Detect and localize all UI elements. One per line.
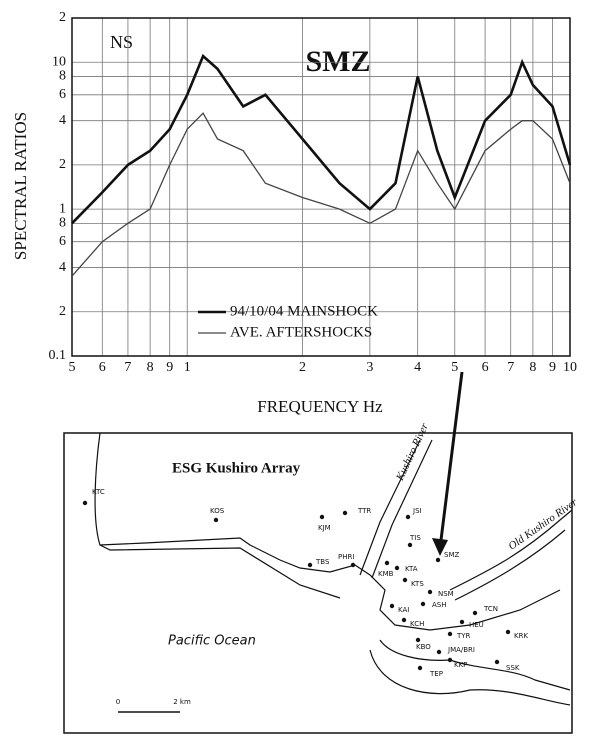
x-tick-label: 9 bbox=[166, 360, 173, 375]
y-tick-label: 6 bbox=[59, 87, 66, 102]
station-dot bbox=[82, 500, 88, 506]
x-tick-label: 6 bbox=[482, 360, 489, 375]
legend-label: AVE. AFTERSHOCKS bbox=[230, 324, 372, 340]
station-dot bbox=[472, 610, 478, 616]
component-label: NS bbox=[110, 32, 133, 52]
station-dot bbox=[417, 665, 423, 671]
station-dot bbox=[401, 617, 407, 623]
station-label: JMA/BRI bbox=[447, 646, 475, 654]
x-tick-label: 7 bbox=[124, 360, 131, 375]
station-dot bbox=[384, 560, 390, 566]
river-label: Old Kushiro River bbox=[506, 496, 580, 553]
station-label: TIS bbox=[409, 534, 421, 542]
station-label: ASH bbox=[432, 601, 447, 609]
x-tick-label: 4 bbox=[414, 360, 421, 375]
station-label: TCN bbox=[483, 605, 498, 613]
station-label: KBO bbox=[416, 643, 431, 651]
y-tick-label: 8 bbox=[59, 216, 66, 231]
station-dot bbox=[342, 510, 348, 516]
scale-label: 2 km bbox=[173, 698, 191, 706]
station-dot bbox=[415, 637, 421, 643]
station-dot bbox=[402, 577, 408, 583]
y-tick-label: 2 bbox=[59, 157, 66, 172]
sea-label: Pacific Ocean bbox=[168, 634, 256, 649]
station-label: TEP bbox=[429, 670, 443, 678]
arrow bbox=[438, 371, 464, 549]
legend-label: 94/10/04 MAINSHOCK bbox=[230, 303, 378, 319]
station-label: TBS bbox=[315, 558, 330, 566]
station-dot bbox=[407, 542, 413, 548]
x-tick-label: 8 bbox=[147, 360, 154, 375]
station-label: TTR bbox=[357, 507, 371, 515]
station-dot bbox=[505, 629, 511, 635]
station-dot bbox=[350, 562, 356, 568]
station-dot bbox=[307, 562, 313, 568]
plot-frame bbox=[71, 17, 571, 357]
x-tick-label: 9 bbox=[549, 360, 556, 375]
x-tick-label: 2 bbox=[299, 360, 306, 375]
station-dot bbox=[213, 517, 219, 523]
x-tick-label: 3 bbox=[366, 360, 373, 375]
station-label: KKP bbox=[454, 661, 467, 669]
x-tick-label: 5 bbox=[451, 360, 458, 375]
station-dot bbox=[436, 649, 442, 655]
station-dot bbox=[427, 589, 433, 595]
series-line bbox=[71, 53, 572, 225]
station-label: PHRI bbox=[338, 553, 354, 561]
station-label: KCH bbox=[410, 620, 424, 628]
station-dot bbox=[447, 657, 453, 663]
arrow-head bbox=[432, 538, 448, 556]
station-label: KMB bbox=[378, 570, 394, 578]
station-label: KTA bbox=[405, 565, 418, 573]
series-line bbox=[71, 112, 571, 277]
station-label: KJM bbox=[318, 524, 331, 532]
station-dot bbox=[459, 619, 465, 625]
y-axis-label: SPECTRAL RATIOS bbox=[11, 112, 30, 260]
station-dot bbox=[420, 601, 426, 607]
x-tick-label: 7 bbox=[507, 360, 514, 375]
x-axis-label: FREQUENCY Hz bbox=[257, 397, 383, 416]
station-label: KTC bbox=[92, 488, 105, 496]
y-tick-label: 4 bbox=[59, 113, 66, 128]
station-label: HEU bbox=[469, 621, 484, 629]
coastline bbox=[94, 432, 573, 706]
station-label: KRK bbox=[514, 632, 528, 640]
map-title: ESG Kushiro Array bbox=[172, 460, 301, 476]
station-dot bbox=[447, 631, 453, 637]
x-tick-label: 6 bbox=[99, 360, 106, 375]
station-dot bbox=[405, 514, 411, 520]
station-dot bbox=[494, 659, 500, 665]
x-tick-label: 10 bbox=[563, 360, 577, 375]
station-label: KOS bbox=[210, 507, 225, 515]
station-label: JSI bbox=[412, 507, 422, 515]
x-tick-label: 5 bbox=[69, 360, 76, 375]
y-tick-label: 6 bbox=[59, 234, 66, 249]
station-dot bbox=[394, 565, 400, 571]
map-frame bbox=[63, 432, 573, 734]
station-label: TYR bbox=[456, 632, 471, 640]
station-label: SMZ bbox=[305, 45, 370, 78]
y-tick-label: 10 bbox=[52, 54, 66, 69]
station-dot bbox=[319, 514, 325, 520]
y-tick-label: 0.1 bbox=[49, 348, 67, 363]
y-tick-label: 2 bbox=[59, 304, 66, 319]
station-label: SMZ bbox=[444, 551, 459, 559]
y-tick-label: 4 bbox=[59, 260, 66, 275]
x-tick-label: 1 bbox=[184, 360, 191, 375]
y-tick-label: 2 bbox=[59, 10, 66, 25]
station-label: NSM bbox=[438, 590, 454, 598]
station-label: KAI bbox=[398, 606, 409, 614]
x-tick-label: 8 bbox=[529, 360, 536, 375]
y-tick-label: 8 bbox=[59, 69, 66, 84]
station-label: KTS bbox=[411, 580, 424, 588]
station-dot bbox=[435, 557, 441, 563]
scale-label: 0 bbox=[116, 698, 120, 706]
y-tick-label: 1 bbox=[59, 201, 66, 216]
station-dot bbox=[389, 603, 395, 609]
station-label: SSK bbox=[506, 664, 520, 672]
